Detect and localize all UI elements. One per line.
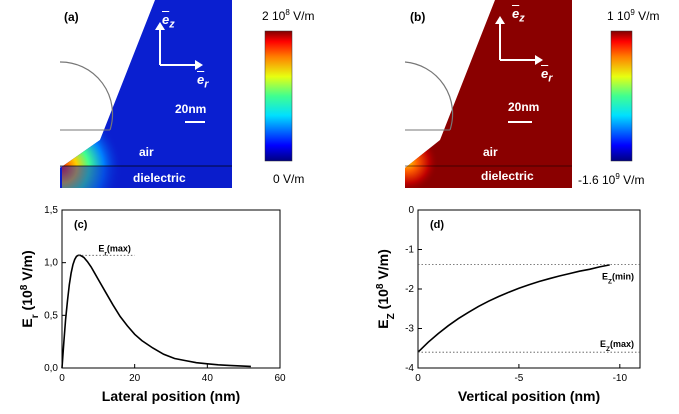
- er-vector-label-a: er: [197, 72, 209, 91]
- y-tick-label: -1: [405, 245, 414, 256]
- x-tick-label: 0: [59, 373, 65, 384]
- y-tick-label: 1,5: [44, 205, 58, 216]
- x-tick-label: 40: [202, 373, 214, 384]
- panel-label: (d): [430, 219, 444, 231]
- panel-label-a: (a): [64, 10, 79, 24]
- chart-d: 0 -5 -10 0 -1 -2 -3 -4 Vertical position (nm) EZ …: [375, 205, 641, 404]
- air-label-a: air: [139, 145, 154, 159]
- x-axis-label: Vertical position (nm): [458, 388, 600, 404]
- data-line: [61, 254, 251, 369]
- y-tick-label: 0: [408, 205, 414, 216]
- colorbar-min-label-a: 0 V/m: [273, 172, 305, 186]
- y-tick-label: 1,0: [44, 258, 58, 269]
- x-tick-label: -10: [613, 373, 628, 384]
- x-tick-label: 20: [129, 373, 141, 384]
- ez-vector-label-a: ez: [162, 12, 175, 31]
- panel-label-b: (b): [410, 10, 426, 24]
- colorbar-b: [610, 30, 633, 162]
- dielectric-label-a: dielectric: [133, 171, 186, 185]
- y-tick-label: -2: [405, 284, 414, 295]
- scale-bar-label-b: 20nm: [508, 100, 540, 114]
- chart-c: 0 20 40 60 0,0 0,5 1,0 1,5 Lateral position (nm)…: [19, 205, 286, 404]
- air-label-b: air: [483, 145, 498, 159]
- y-tick-label: -3: [405, 324, 414, 335]
- plot-frame: [417, 209, 641, 369]
- x-tick-label: 0: [415, 373, 421, 384]
- scale-bar-label-a: 20nm: [175, 102, 207, 116]
- colorbar-min-label-b: -1.6 109 V/m: [578, 172, 645, 187]
- ez-vector-label-b: ez: [512, 6, 525, 25]
- annotation-ez-max: EZ(max): [600, 339, 634, 353]
- y-axis-label: EZ (108 V/m): [375, 249, 397, 328]
- y-tick-label: 0,0: [44, 363, 58, 374]
- plot-frame: [61, 209, 281, 369]
- x-tick-label: 60: [274, 373, 286, 384]
- annotation-er-max: Er(max): [98, 243, 131, 257]
- colorbar-max-label-b: 1 109 V/m: [607, 8, 660, 23]
- y-axis-label: Er (108 V/m): [19, 250, 41, 327]
- panel-a-map: [59, 0, 293, 190]
- colorbar-max-label-a: 2 108 V/m: [262, 8, 315, 23]
- colorbar-a: [264, 30, 293, 162]
- y-tick-label: 0,5: [44, 310, 58, 321]
- dielectric-label-b: dielectric: [481, 169, 534, 183]
- panel-b-map: [404, 0, 633, 190]
- er-vector-label-b: er: [541, 66, 553, 85]
- y-tick-label: -4: [405, 363, 414, 374]
- annotation-ez-min: EZ(min): [602, 272, 634, 286]
- data-line: [417, 264, 610, 353]
- x-axis-label: Lateral position (nm): [102, 388, 240, 404]
- panel-label: (c): [74, 219, 88, 231]
- x-tick-label: -5: [514, 373, 523, 384]
